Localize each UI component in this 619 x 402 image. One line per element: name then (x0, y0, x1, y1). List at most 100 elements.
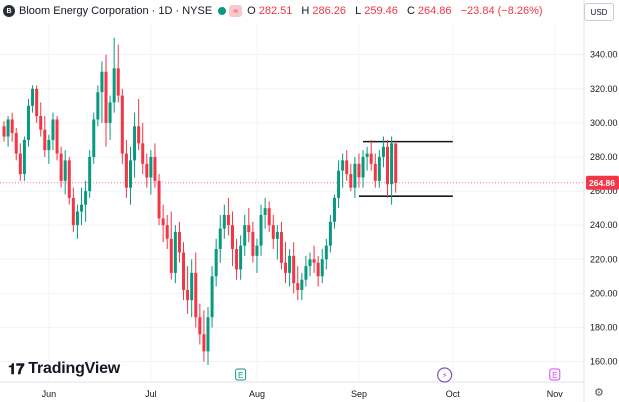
candle[interactable] (124, 139, 128, 198)
candle[interactable] (210, 266, 214, 328)
gear-icon[interactable]: ⚙ (594, 387, 604, 399)
candle[interactable] (251, 221, 255, 263)
candle[interactable] (116, 44, 120, 103)
symbol-title[interactable]: Bloom Energy Corporation · 1D · NYSE (19, 5, 213, 17)
candle[interactable] (112, 37, 116, 113)
candle[interactable] (369, 139, 373, 171)
candle[interactable] (63, 150, 67, 195)
candle[interactable] (226, 197, 230, 236)
candle[interactable] (31, 85, 35, 113)
candle[interactable] (377, 150, 381, 188)
candle[interactable] (373, 153, 377, 188)
candle[interactable] (222, 204, 226, 239)
candle[interactable] (194, 252, 198, 328)
candle[interactable] (214, 238, 218, 287)
candle[interactable] (312, 245, 316, 273)
candle[interactable] (259, 204, 263, 256)
candle[interactable] (80, 187, 84, 226)
candle[interactable] (275, 225, 279, 260)
candle[interactable] (394, 143, 398, 193)
candle[interactable] (292, 242, 296, 294)
candle[interactable] (177, 221, 181, 263)
candle[interactable] (284, 242, 288, 284)
candle[interactable] (84, 180, 88, 222)
candle[interactable] (263, 197, 267, 229)
candle[interactable] (47, 134, 51, 164)
candle[interactable] (161, 204, 165, 243)
candle[interactable] (186, 266, 190, 314)
candle[interactable] (202, 310, 206, 362)
currency-selector[interactable]: USD (584, 3, 614, 21)
candle[interactable] (10, 112, 14, 142)
candle[interactable] (386, 139, 390, 198)
candle[interactable] (182, 242, 186, 301)
candle[interactable] (296, 266, 300, 301)
candle[interactable] (300, 272, 304, 301)
candle[interactable] (35, 85, 39, 123)
candle[interactable] (304, 255, 308, 287)
candle[interactable] (345, 150, 349, 181)
market-status-icon[interactable] (218, 7, 227, 15)
candle[interactable] (271, 214, 275, 250)
candle[interactable] (51, 112, 55, 151)
candle[interactable] (357, 153, 361, 188)
candle[interactable] (267, 201, 271, 232)
candle[interactable] (230, 211, 234, 267)
candle[interactable] (324, 238, 328, 270)
data-badge[interactable]: ≈ (229, 5, 243, 17)
candle[interactable] (279, 221, 283, 270)
candle[interactable] (120, 88, 124, 164)
candle[interactable] (88, 150, 92, 198)
candle[interactable] (341, 153, 345, 188)
candle[interactable] (243, 214, 247, 256)
candle[interactable] (218, 214, 222, 263)
candle[interactable] (39, 102, 43, 137)
candle[interactable] (239, 235, 243, 280)
candle[interactable] (247, 208, 251, 243)
candle[interactable] (190, 259, 194, 318)
candle[interactable] (332, 194, 336, 229)
candle[interactable] (255, 238, 259, 273)
candle[interactable] (2, 121, 6, 142)
candle[interactable] (67, 156, 71, 205)
candle[interactable] (149, 150, 153, 195)
candle[interactable] (337, 160, 341, 209)
candle[interactable] (169, 211, 173, 280)
candle[interactable] (145, 153, 149, 188)
candle[interactable] (75, 204, 79, 239)
candle[interactable] (235, 238, 239, 280)
candle[interactable] (361, 150, 365, 188)
candle[interactable] (100, 61, 104, 123)
candle[interactable] (288, 249, 292, 287)
candle[interactable] (18, 143, 22, 181)
candle[interactable] (381, 136, 385, 168)
candle[interactable] (157, 174, 161, 226)
candle[interactable] (22, 136, 26, 181)
candle[interactable] (153, 143, 157, 188)
candle[interactable] (108, 95, 112, 140)
candle[interactable] (390, 136, 394, 205)
candle[interactable] (165, 214, 169, 250)
candle[interactable] (43, 116, 47, 157)
earnings-event-icon[interactable]: E (549, 368, 561, 381)
candle[interactable] (26, 99, 30, 147)
candle[interactable] (328, 214, 332, 253)
candle[interactable] (349, 163, 353, 192)
earnings-event-icon[interactable]: E (235, 368, 247, 381)
candle[interactable] (173, 225, 177, 284)
candle[interactable] (198, 303, 202, 345)
candle[interactable] (137, 99, 141, 151)
candle[interactable] (320, 249, 324, 284)
candle[interactable] (353, 156, 357, 198)
candle[interactable] (55, 116, 59, 161)
candle[interactable] (206, 306, 210, 365)
tradingview-logo[interactable]: 𝟏𝟕 TradingView (8, 360, 121, 378)
candle[interactable] (128, 146, 132, 205)
candle[interactable] (71, 187, 75, 232)
candle[interactable] (96, 85, 100, 127)
candle[interactable] (133, 112, 137, 178)
candle[interactable] (14, 127, 18, 161)
candle[interactable] (316, 255, 320, 287)
candle[interactable] (365, 146, 369, 171)
